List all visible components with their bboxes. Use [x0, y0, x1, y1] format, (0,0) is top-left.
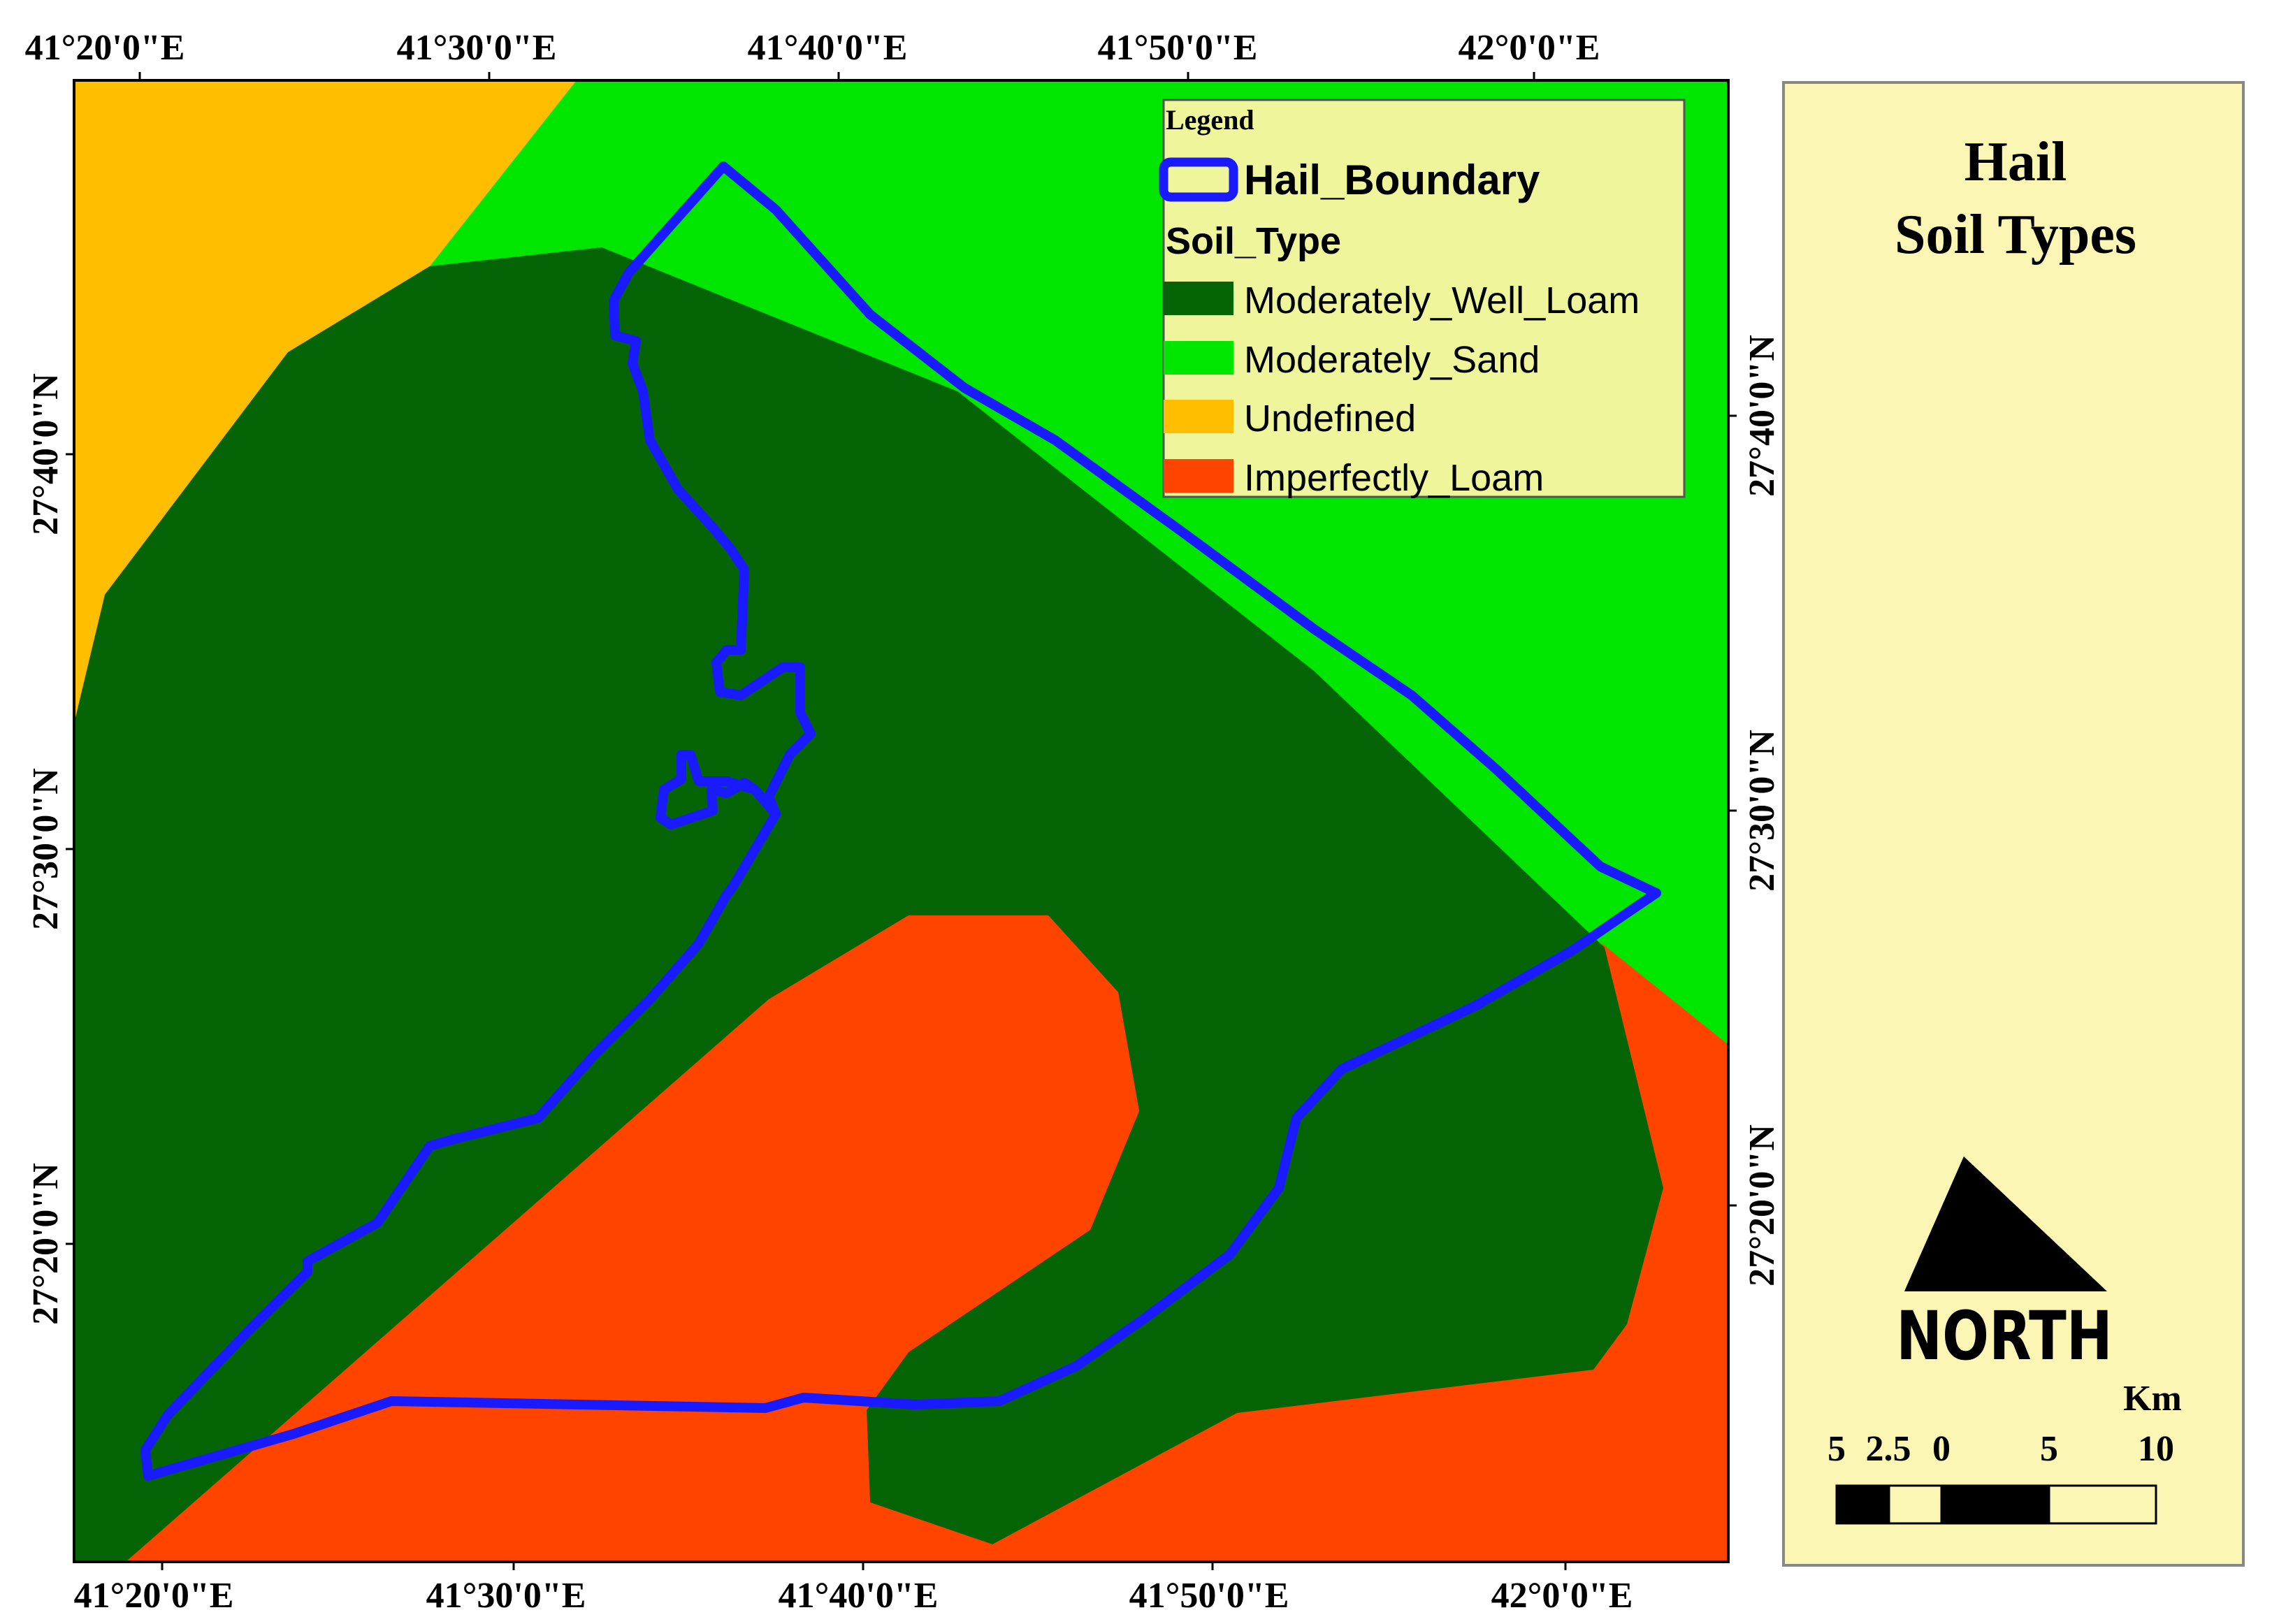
- legend-item-label: Undefined: [1244, 398, 1416, 440]
- top-axis-label: 41°50'0"E: [1098, 28, 1258, 68]
- top-axis-label: 42°0'0"E: [1459, 28, 1600, 68]
- north-arrow-shade-icon: [1904, 1157, 2107, 1291]
- bottom-axis-label: 41°20'0"E: [74, 1576, 234, 1616]
- north-label: NORTH: [1896, 1297, 2112, 1375]
- info-panel: Hail Soil Types NORTH Km 5 2.5 0 5 10: [1782, 81, 2245, 1567]
- zone-imperfectly-loam-right: [1258, 943, 1728, 1562]
- scale-tick-label: 5: [1828, 1429, 1846, 1469]
- zone-undefined: [74, 80, 577, 755]
- bottom-axis-label: 41°50'0"E: [1129, 1576, 1289, 1616]
- legend-item-label: Moderately_Well_Loam: [1244, 280, 1640, 321]
- info-panel-box: [1782, 81, 2245, 1567]
- hail-boundary-line: [140, 161, 1661, 1481]
- bottom-axis-label: 41°40'0"E: [779, 1576, 939, 1616]
- bottom-axis-label: 41°30'0"E: [426, 1576, 586, 1616]
- scale-unit-label: Km: [2123, 1379, 2182, 1419]
- legend: Legend Hail_Boundary Soil_Type Moderatel…: [1159, 99, 1686, 499]
- left-axis-label: 27°20'0"N: [26, 1163, 66, 1325]
- top-axis-label: 41°20'0"E: [25, 28, 185, 68]
- right-axis-label: 27°40'0"N: [1742, 335, 1782, 497]
- scale-bar: [1835, 1484, 2157, 1525]
- scale-tick-label: 2.5: [1866, 1429, 1911, 1469]
- right-axis-label: 27°20'0"N: [1742, 1124, 1782, 1286]
- legend-swatch-imperfectly-loam: [1164, 459, 1233, 493]
- legend-group-label: Soil_Type: [1166, 220, 1341, 262]
- map-border: [73, 79, 1730, 1563]
- right-axis-label: 27°30'0"N: [1742, 730, 1782, 892]
- map-ticks: [66, 72, 1737, 1570]
- top-axis-label: 41°40'0"E: [748, 28, 908, 68]
- right-axis-labels: 27°40'0"N 27°30'0"N 27°20'0"N: [1742, 335, 1782, 1286]
- zone-moderately-well-loam: [74, 247, 1663, 1562]
- scale-tick-label: 5: [2040, 1429, 2058, 1469]
- panel-title-line2: Soil Types: [1895, 204, 2136, 266]
- legend-swatch-undefined: [1164, 400, 1233, 433]
- legend-box: [1162, 99, 1686, 498]
- scale-tick-label: 10: [2138, 1429, 2174, 1469]
- panel-title-line1: Hail: [1965, 131, 2067, 193]
- legend-item-label: Moderately_Sand: [1244, 339, 1540, 381]
- top-axis-labels: 41°20'0"E 41°30'0"E 41°40'0"E 41°50'0"E …: [25, 28, 1600, 68]
- left-axis-labels: 27°40'0"N 27°30'0"N 27°20'0"N: [26, 373, 66, 1325]
- legend-item-label: Imperfectly_Loam: [1244, 457, 1544, 499]
- hail-boundary-inlet: [656, 750, 781, 829]
- legend-swatch-moderately-well-loam: [1164, 282, 1233, 315]
- left-axis-label: 27°40'0"N: [26, 373, 66, 535]
- bottom-axis-labels: 41°20'0"E 41°30'0"E 41°40'0"E 41°50'0"E …: [74, 1576, 1633, 1616]
- bottom-axis-label: 42°0'0"E: [1491, 1576, 1633, 1616]
- legend-title: Legend: [1166, 104, 1254, 136]
- legend-swatch-moderately-sand: [1164, 341, 1233, 375]
- top-axis-label: 41°30'0"E: [397, 28, 557, 68]
- left-axis-label: 27°30'0"N: [26, 768, 66, 930]
- scale-tick-label: 0: [1932, 1429, 1951, 1469]
- legend-boundary-label: Hail_Boundary: [1244, 157, 1540, 203]
- legend-boundary-swatch: [1159, 157, 1238, 202]
